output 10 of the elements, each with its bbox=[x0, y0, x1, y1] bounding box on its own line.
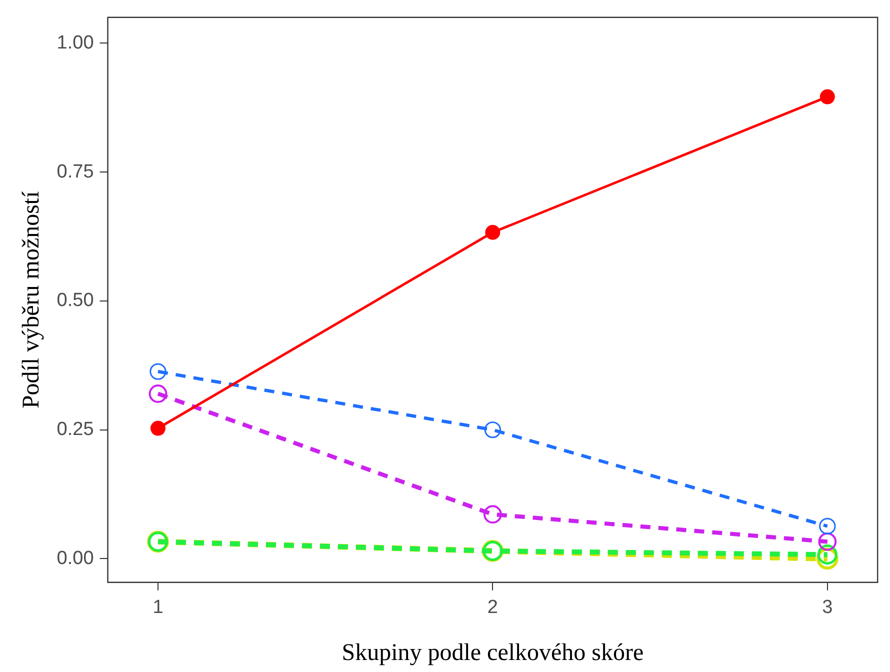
y-axis-title: Podíl výběru možností bbox=[18, 190, 45, 409]
x-tick-label: 1 bbox=[152, 597, 164, 618]
y-tick-label: 0.50 bbox=[56, 290, 94, 312]
y-tick-label: 0.75 bbox=[56, 161, 94, 182]
y-tick-label: 0.00 bbox=[56, 548, 94, 569]
x-tick-label: 2 bbox=[487, 597, 498, 618]
y-tick-label: 0.25 bbox=[56, 419, 94, 440]
x-axis-title: Skupiny podle celkového skóre bbox=[342, 640, 644, 666]
y-tick-label: 1.00 bbox=[56, 32, 94, 54]
x-tick-label: 3 bbox=[822, 597, 833, 618]
